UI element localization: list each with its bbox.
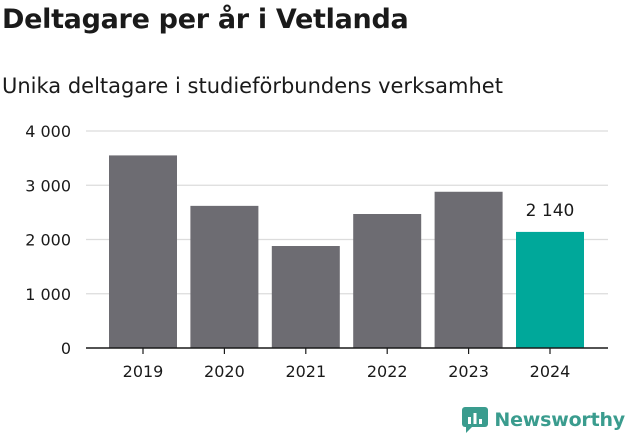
- brand-name: Newsworthy: [494, 409, 625, 431]
- bar: [109, 155, 177, 348]
- chart-title: Deltagare per år i Vetlanda: [2, 4, 409, 35]
- y-tick-label: 2 000: [25, 231, 71, 250]
- x-tick-label: 2023: [448, 362, 489, 381]
- x-tick-label: 2020: [204, 362, 245, 381]
- bar: [516, 231, 584, 348]
- bar: [434, 191, 503, 348]
- y-tick-label: 3 000: [25, 176, 71, 195]
- x-tick-label: 2022: [367, 362, 408, 381]
- bar: [353, 214, 422, 348]
- bar-chart-logo-icon: [462, 407, 489, 433]
- y-tick-label: 0: [61, 339, 71, 358]
- brand-logo: Newsworthy: [462, 407, 625, 433]
- data-label: 2 140: [526, 201, 575, 221]
- x-tick-label: 2019: [123, 362, 164, 381]
- y-tick-label: 4 000: [25, 122, 71, 141]
- x-tick-label: 2024: [530, 362, 571, 381]
- bar: [190, 205, 259, 348]
- chart-subtitle: Unika deltagare i studieförbundens verks…: [2, 74, 503, 98]
- bar: [271, 246, 340, 348]
- x-tick-label: 2021: [285, 362, 326, 381]
- y-tick-label: 1 000: [25, 285, 71, 304]
